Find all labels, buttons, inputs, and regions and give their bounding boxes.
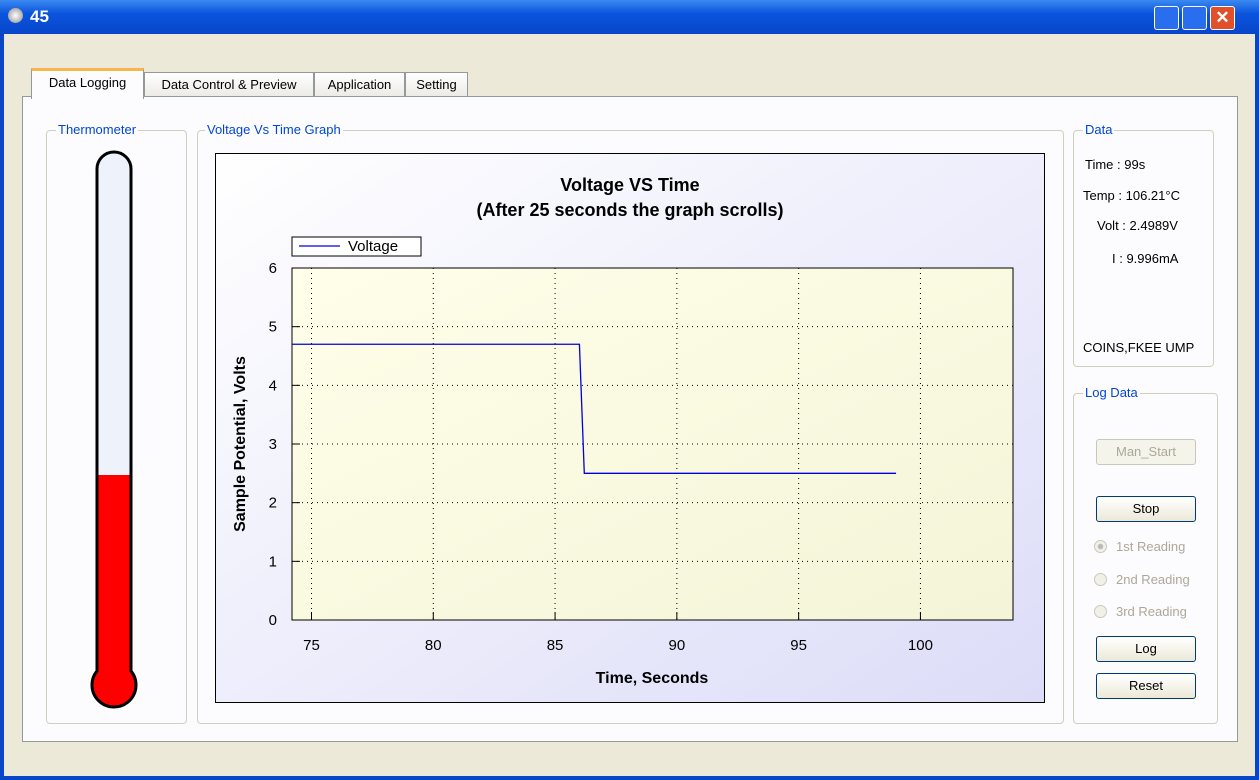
org-label: COINS,FKEE UMP	[1083, 340, 1195, 355]
temp-readout: Temp : 106.21°C	[1083, 188, 1180, 203]
radio: 2nd Reading	[1094, 572, 1190, 587]
x-axis-label: Time, Seconds	[596, 670, 709, 687]
y-tick-label: 6	[269, 260, 277, 277]
current-readout: I : 9.996mA	[1112, 251, 1179, 266]
tab[interactable]: Application	[314, 72, 405, 96]
group-label: Thermometer	[56, 122, 139, 137]
group-box	[197, 130, 1064, 724]
x-tick-label: 95	[790, 637, 807, 654]
border-right	[1255, 34, 1259, 780]
y-tick-label: 5	[269, 319, 277, 336]
y-tick-label: 1	[269, 553, 277, 570]
group-box	[1073, 393, 1218, 724]
group-label: Log Data	[1083, 385, 1140, 400]
line-series	[292, 343, 897, 474]
title-bar: 45 ✕	[0, 0, 1259, 34]
x-tick-label: 85	[547, 637, 564, 654]
chart-subtitle: (After 25 seconds the graph scrolls)	[476, 200, 783, 220]
x-tick-label: 75	[303, 637, 320, 654]
tab[interactable]: Setting	[405, 72, 468, 96]
app-icon	[8, 8, 23, 23]
time-readout: Time : 99s	[1085, 157, 1146, 172]
tab[interactable]: Data Control & Preview	[144, 72, 314, 96]
thermometer	[90, 150, 138, 709]
radio: 3rd Reading	[1094, 604, 1187, 619]
radio: 1st Reading	[1094, 539, 1185, 554]
radio-label: 3rd Reading	[1116, 604, 1187, 619]
legend-box	[291, 236, 422, 257]
x-tick-label: 90	[669, 637, 686, 654]
minimize-button[interactable]	[1154, 6, 1179, 30]
group-label: Voltage Vs Time Graph	[205, 122, 343, 137]
button: Man_Start	[1096, 439, 1196, 465]
y-tick-label: 2	[269, 495, 277, 512]
border-bottom	[0, 776, 1259, 780]
volt-readout: Volt : 2.4989V	[1097, 218, 1178, 233]
y-axis-label: Sample Potential, Volts	[232, 356, 249, 532]
legend-label: Voltage	[348, 238, 398, 255]
group-label: Data	[1083, 122, 1115, 137]
y-tick-label: 3	[269, 436, 277, 453]
border-left	[0, 34, 4, 780]
maximize-button[interactable]	[1182, 6, 1207, 30]
button[interactable]: Reset	[1096, 673, 1196, 699]
y-tick-label: 0	[269, 612, 277, 629]
radio-label: 2nd Reading	[1116, 572, 1190, 587]
y-tick-label: 4	[269, 377, 277, 394]
chart-title: Voltage VS Time	[560, 175, 699, 195]
x-tick-label: 80	[425, 637, 442, 654]
button[interactable]: Log	[1096, 636, 1196, 662]
x-tick-label: 100	[908, 637, 933, 654]
chart: Voltage VS Time (After 25 seconds the gra…	[215, 153, 1045, 703]
window-title: 45	[30, 7, 49, 26]
group-box	[1073, 130, 1214, 367]
button[interactable]: Stop	[1096, 496, 1196, 522]
radio-label: 1st Reading	[1116, 539, 1186, 554]
close-button[interactable]: ✕	[1210, 6, 1235, 30]
tab[interactable]: Data Logging	[31, 68, 144, 99]
